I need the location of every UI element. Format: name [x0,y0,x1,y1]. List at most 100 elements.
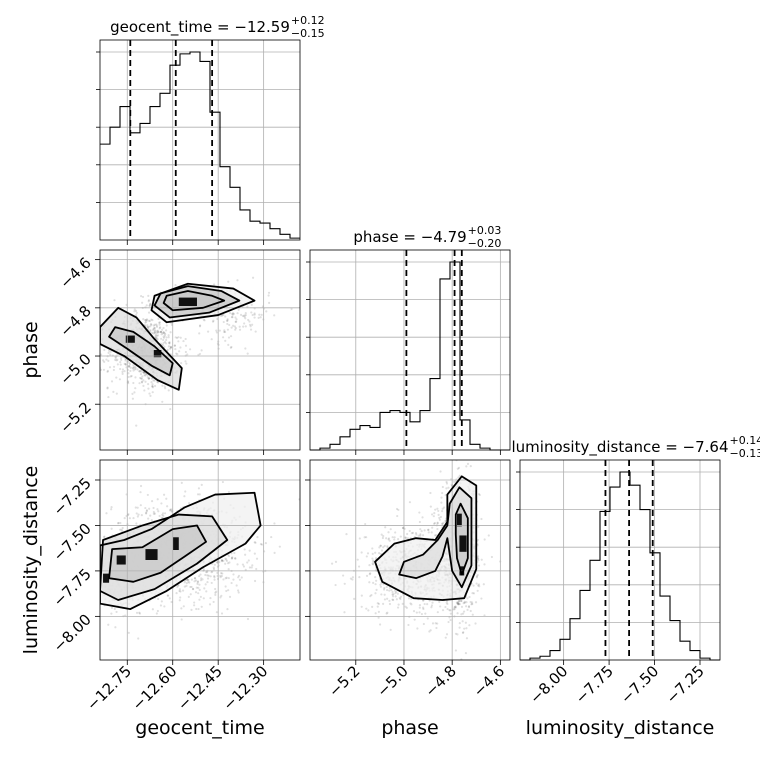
sample-point [155,331,159,334]
sample-point [141,301,144,304]
sample-point [456,602,459,605]
sample-point [157,331,160,334]
sample-point [190,578,194,581]
sample-point [386,588,389,592]
sample-point [165,324,168,327]
sample-point [169,407,172,411]
sample-point [166,348,169,351]
sample-point [415,533,418,536]
sample-point [250,311,253,314]
sample-point [371,605,374,608]
sample-point [273,551,276,554]
sample-point [162,336,166,339]
sample-point [254,541,257,544]
sample-point [253,552,256,555]
sample-point [233,551,236,555]
sample-point [429,491,432,495]
sample-point [231,313,234,316]
sample-point [179,336,182,339]
sample-point [144,506,147,510]
sample-point [238,328,242,331]
sample-point [154,335,157,338]
sample-point [232,312,236,315]
sample-point [115,376,118,379]
sample-point [148,376,151,380]
sample-point [247,318,250,322]
sample-point [456,603,460,606]
sample-point [147,300,150,303]
sample-point [152,512,155,515]
sample-point [158,327,161,330]
sample-point [120,528,123,531]
sample-point [187,595,190,599]
sample-point [154,333,158,336]
sample-point [418,511,421,514]
sample-point [195,586,198,589]
sample-point [356,558,359,561]
sample-point [224,315,227,318]
sample-point [475,576,479,579]
sample-point [162,514,165,518]
sample-point [128,365,131,368]
title-sub: −0.20 [468,237,502,250]
sample-point [235,318,238,321]
sample-point [426,617,429,620]
sample-point [177,336,180,339]
sample-point [108,349,111,352]
sample-point [432,515,435,518]
sample-point [374,557,378,560]
sample-point [151,385,154,388]
sample-point [422,606,425,609]
sample-point [145,509,149,512]
sample-point [351,576,355,579]
sample-point [471,602,474,606]
sample-point [374,583,377,586]
sample-point [243,548,246,551]
sample-point [431,526,434,529]
title-sup: +0.14 [730,434,760,447]
sample-point [160,600,163,603]
contour-line [150,282,256,324]
sample-point [220,572,223,575]
sample-point [119,367,122,371]
sample-point [186,353,189,356]
sample-point [237,308,240,311]
sample-point [386,545,389,548]
sample-point [127,513,130,516]
sample-point [119,357,123,360]
sample-point [360,605,363,608]
sample-point [372,560,375,563]
contour-line [108,524,207,583]
sample-point [457,476,460,479]
sample-point [112,368,115,372]
sample-point [380,549,384,552]
sample-point [176,585,179,589]
sample-point [237,576,240,579]
sample-point [124,363,127,366]
axes-frame [99,459,301,661]
sample-point [106,370,109,373]
sample-point [433,512,436,515]
sample-point [377,616,380,619]
sample-point [246,617,250,621]
sample-point [447,486,450,489]
sample-point [184,344,188,347]
sample-point [380,533,383,536]
sample-point [259,543,263,546]
sample-point [210,338,213,341]
sample-point [241,563,245,566]
sample-point [407,597,411,600]
sample-point [260,313,263,316]
sample-point [146,383,150,386]
sample-point [371,547,374,550]
sample-point [221,480,225,484]
sample-point [463,600,466,603]
sample-point [138,612,142,615]
title-sub: −0.15 [291,27,325,40]
density-peak [103,573,110,583]
sample-point [155,612,158,615]
sample-point [222,313,225,316]
sample-point [267,301,271,304]
sample-point [234,328,237,331]
sample-point [236,589,240,592]
